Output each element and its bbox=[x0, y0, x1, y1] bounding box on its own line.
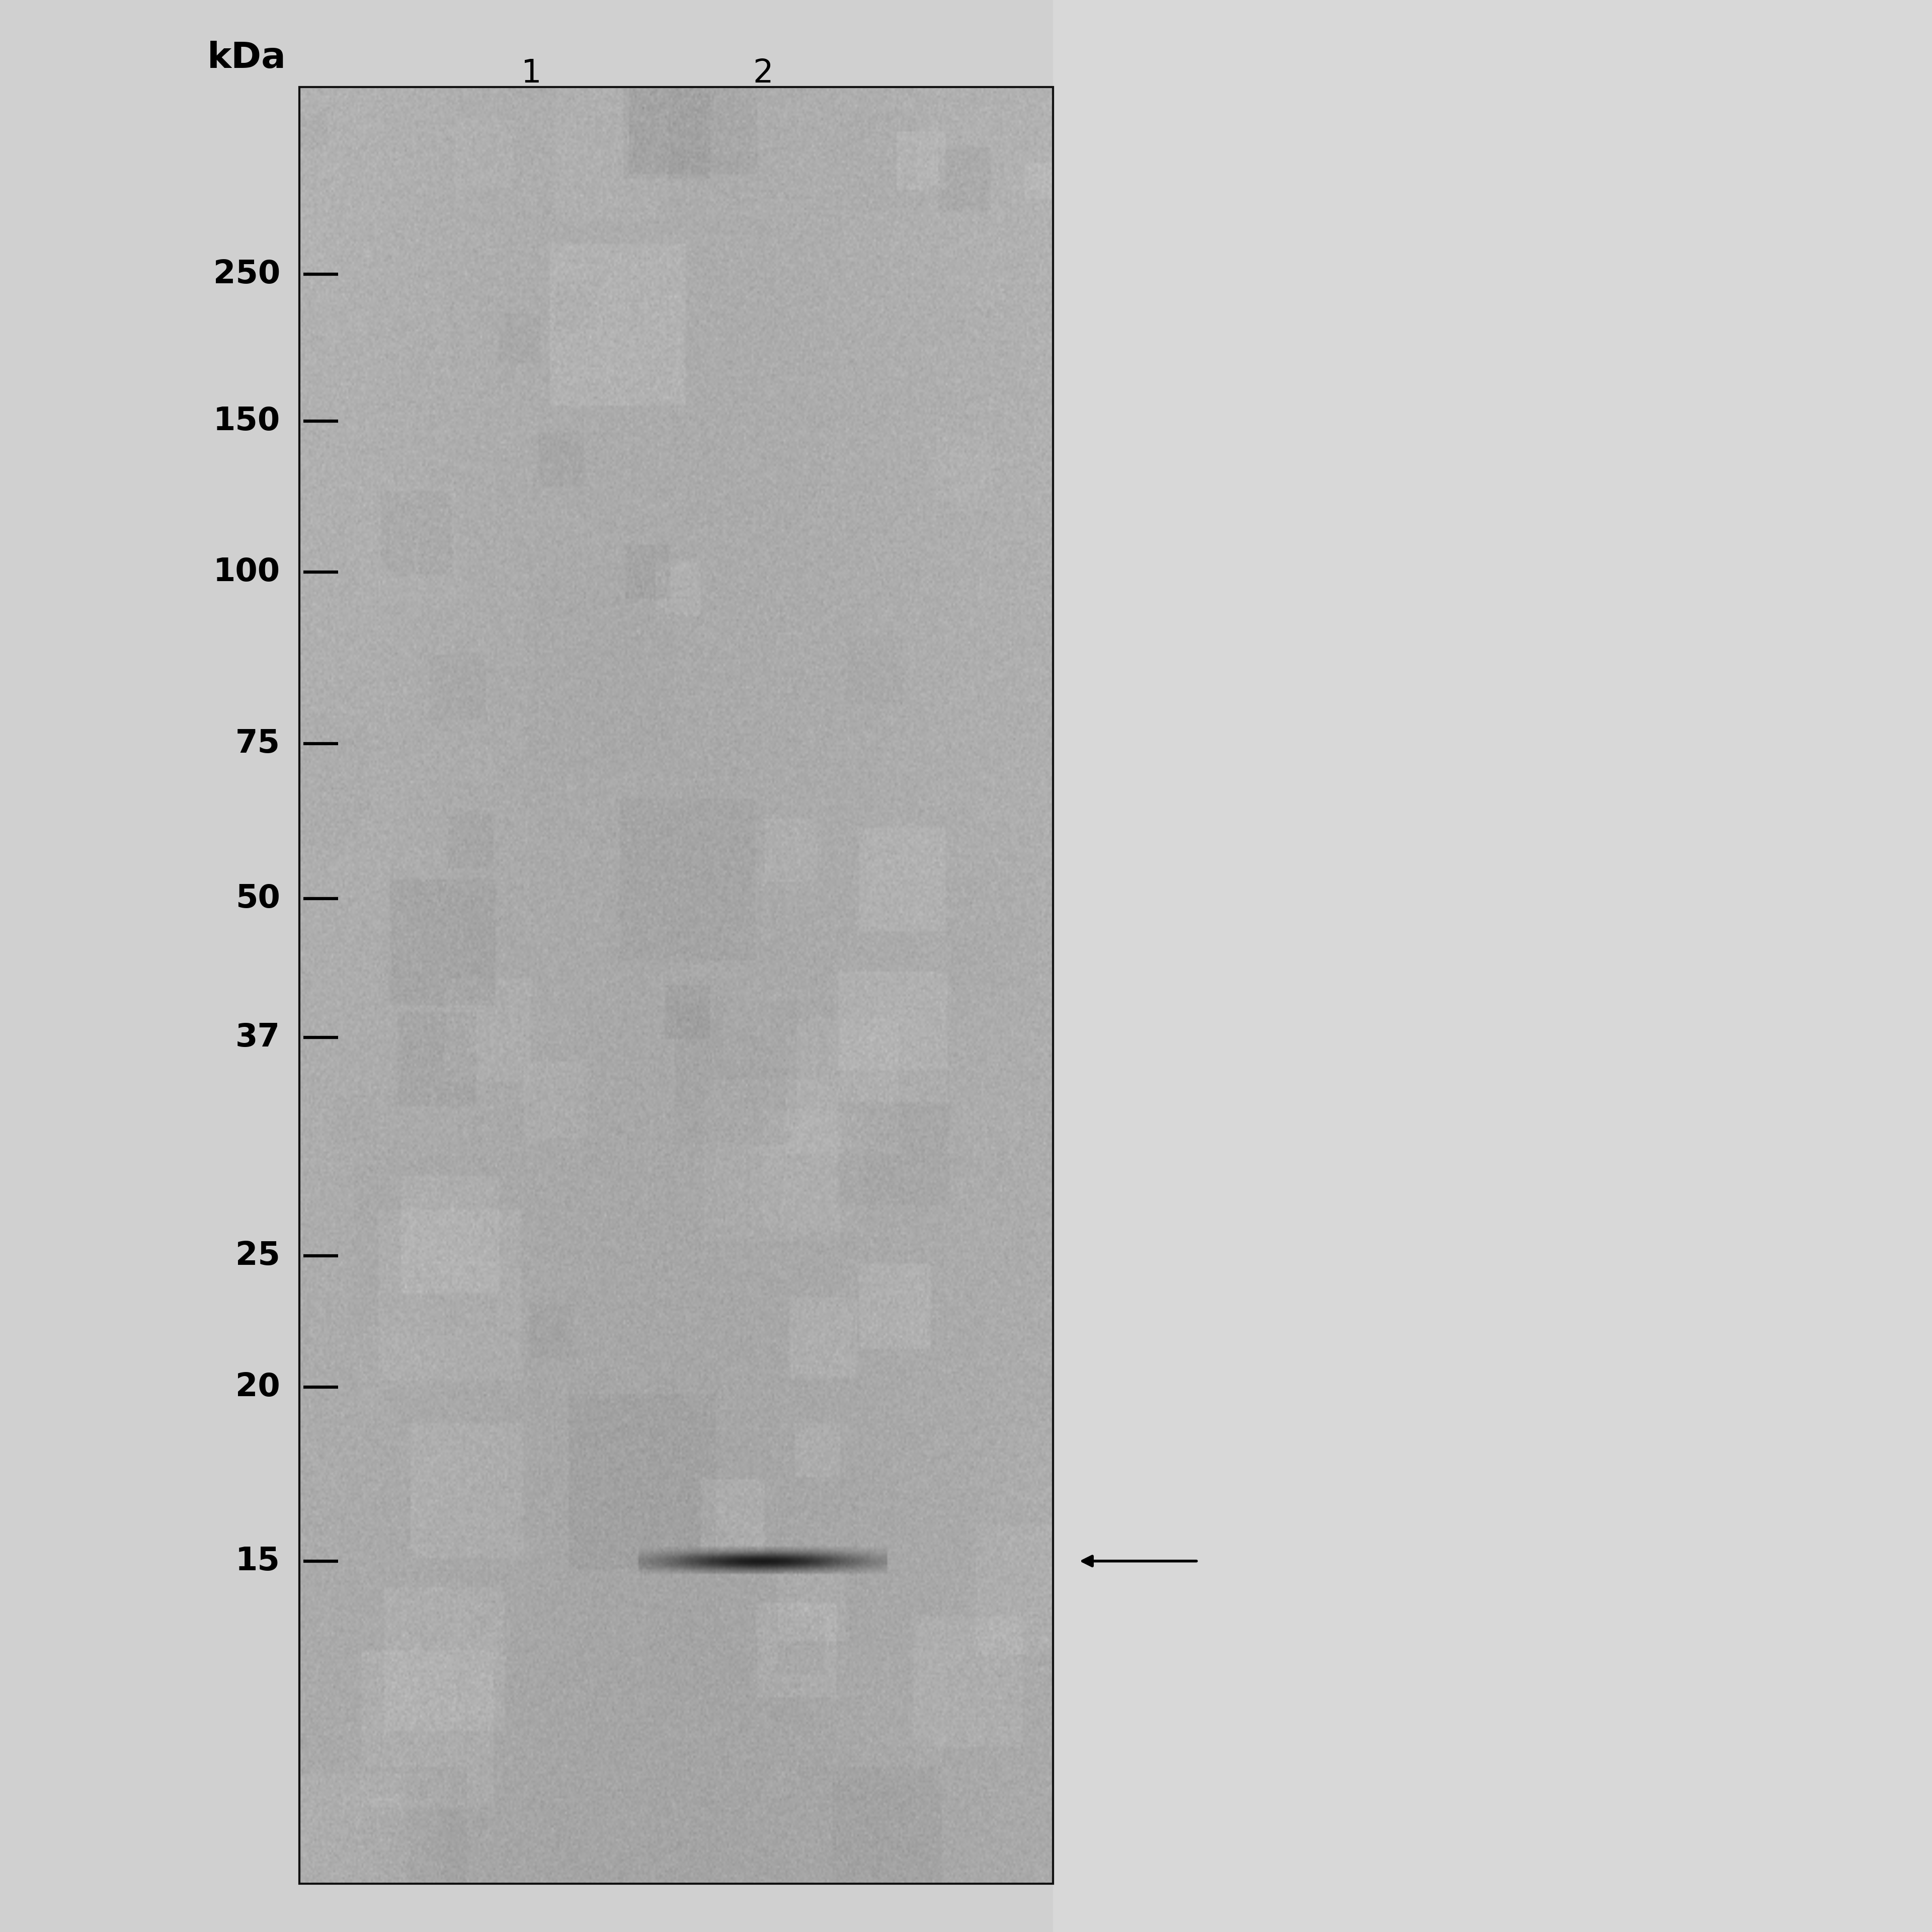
Text: 100: 100 bbox=[213, 556, 280, 587]
Text: 75: 75 bbox=[236, 728, 280, 759]
Text: 150: 150 bbox=[213, 406, 280, 437]
Bar bbox=[0, 0, 299, 1932]
Text: kDa: kDa bbox=[207, 41, 286, 75]
Text: 37: 37 bbox=[236, 1022, 280, 1053]
Text: 2: 2 bbox=[753, 58, 773, 89]
Text: 250: 250 bbox=[213, 259, 280, 290]
Text: 50: 50 bbox=[236, 883, 280, 914]
Text: 20: 20 bbox=[236, 1372, 280, 1403]
Bar bbox=[299, 87, 1053, 1884]
Bar bbox=[1053, 0, 1932, 1932]
Text: 15: 15 bbox=[236, 1546, 280, 1577]
Text: 25: 25 bbox=[236, 1240, 280, 1271]
Text: 1: 1 bbox=[522, 58, 541, 89]
